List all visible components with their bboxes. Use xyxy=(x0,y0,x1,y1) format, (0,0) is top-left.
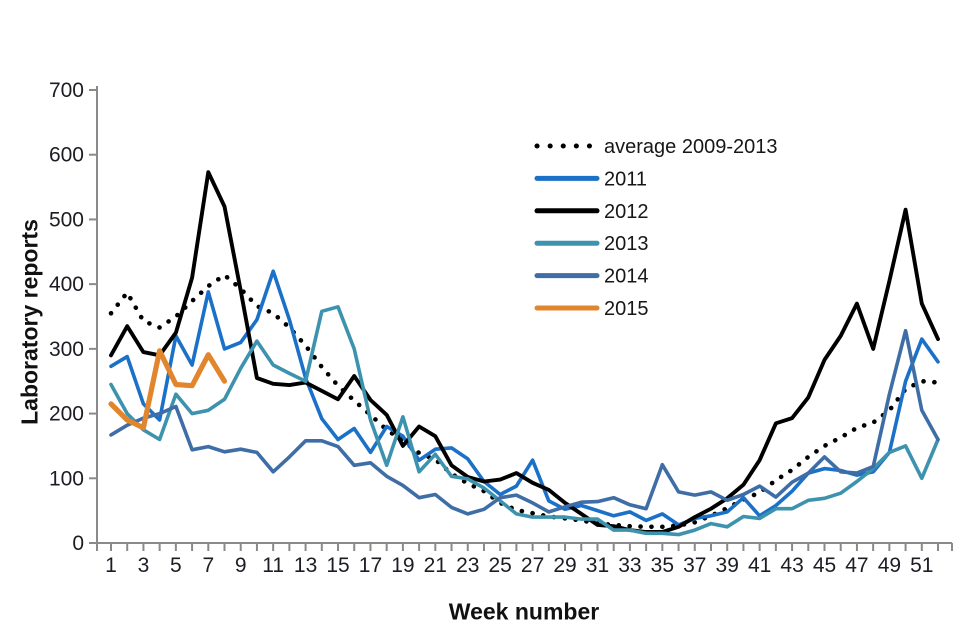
y-tick-label: 600 xyxy=(49,144,84,167)
x-tick-label: 23 xyxy=(456,554,479,577)
legend-label-2014: 2014 xyxy=(604,266,649,288)
x-tick-label: 15 xyxy=(326,554,349,577)
series-line-2012 xyxy=(109,170,940,534)
x-tick-label: 45 xyxy=(813,554,836,577)
y-tick-label: 400 xyxy=(49,273,84,296)
y-tick-label: 200 xyxy=(49,403,84,426)
x-tick-label: 3 xyxy=(138,554,150,577)
x-tick-label: 33 xyxy=(618,554,641,577)
y-tick-label: 500 xyxy=(49,208,84,231)
x-tick-label: 9 xyxy=(235,554,247,577)
y-axis-title: Laboratory reports xyxy=(16,219,43,425)
x-tick-label: 47 xyxy=(845,554,868,577)
series-line-2013 xyxy=(109,304,940,537)
x-tick-label: 51 xyxy=(910,554,933,577)
x-tick-label: 5 xyxy=(170,554,182,577)
x-tick-label: 37 xyxy=(683,554,706,577)
y-tick-label: 700 xyxy=(49,79,84,102)
x-tick-label: 35 xyxy=(651,554,674,577)
legend-label-average-2009-2013: average 2009-2013 xyxy=(604,136,777,158)
series-line-2014 xyxy=(109,328,940,516)
legend-label-2012: 2012 xyxy=(604,201,649,223)
legend-label-2013: 2013 xyxy=(604,233,649,255)
x-axis-title: Week number xyxy=(448,598,600,625)
x-tick-label: 49 xyxy=(878,554,901,577)
legend-label-2011: 2011 xyxy=(604,168,647,190)
x-tick-label: 1 xyxy=(105,554,117,577)
x-tick-label: 29 xyxy=(553,554,576,577)
x-tick-label: 27 xyxy=(521,554,544,577)
x-tick-label: 25 xyxy=(489,554,512,577)
series-line-2015 xyxy=(108,348,228,431)
x-tick-label: 11 xyxy=(262,554,284,577)
x-tick-label: 31 xyxy=(586,554,609,577)
x-tick-label: 13 xyxy=(294,554,317,577)
x-tick-label: 17 xyxy=(359,554,382,577)
legend-label-2015: 2015 xyxy=(604,298,649,320)
x-tick-label: 43 xyxy=(780,554,803,577)
x-tick-label: 7 xyxy=(202,554,214,577)
x-tick-label: 39 xyxy=(716,554,739,577)
x-tick-label: 21 xyxy=(424,554,447,577)
y-tick-label: 300 xyxy=(49,338,84,361)
series-line-average-2009-2013 xyxy=(108,272,941,530)
series-line-2011 xyxy=(109,269,940,527)
x-tick-label: 41 xyxy=(748,554,771,577)
y-tick-label: 100 xyxy=(49,467,84,490)
x-tick-label: 19 xyxy=(391,554,414,577)
y-tick-label: 0 xyxy=(72,532,84,555)
